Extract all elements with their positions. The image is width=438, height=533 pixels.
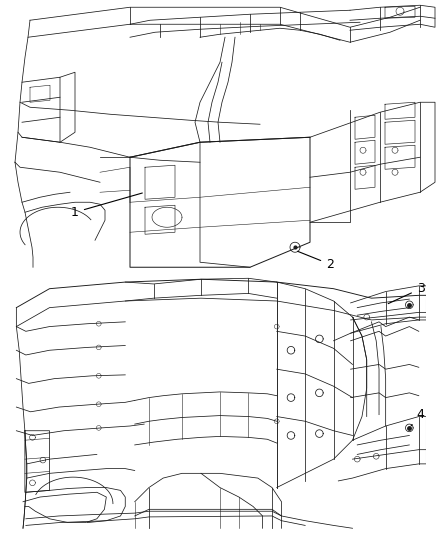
Text: 4: 4 — [411, 408, 424, 426]
Text: 2: 2 — [297, 251, 334, 271]
Text: 1: 1 — [71, 193, 142, 219]
Text: 3: 3 — [388, 282, 424, 304]
